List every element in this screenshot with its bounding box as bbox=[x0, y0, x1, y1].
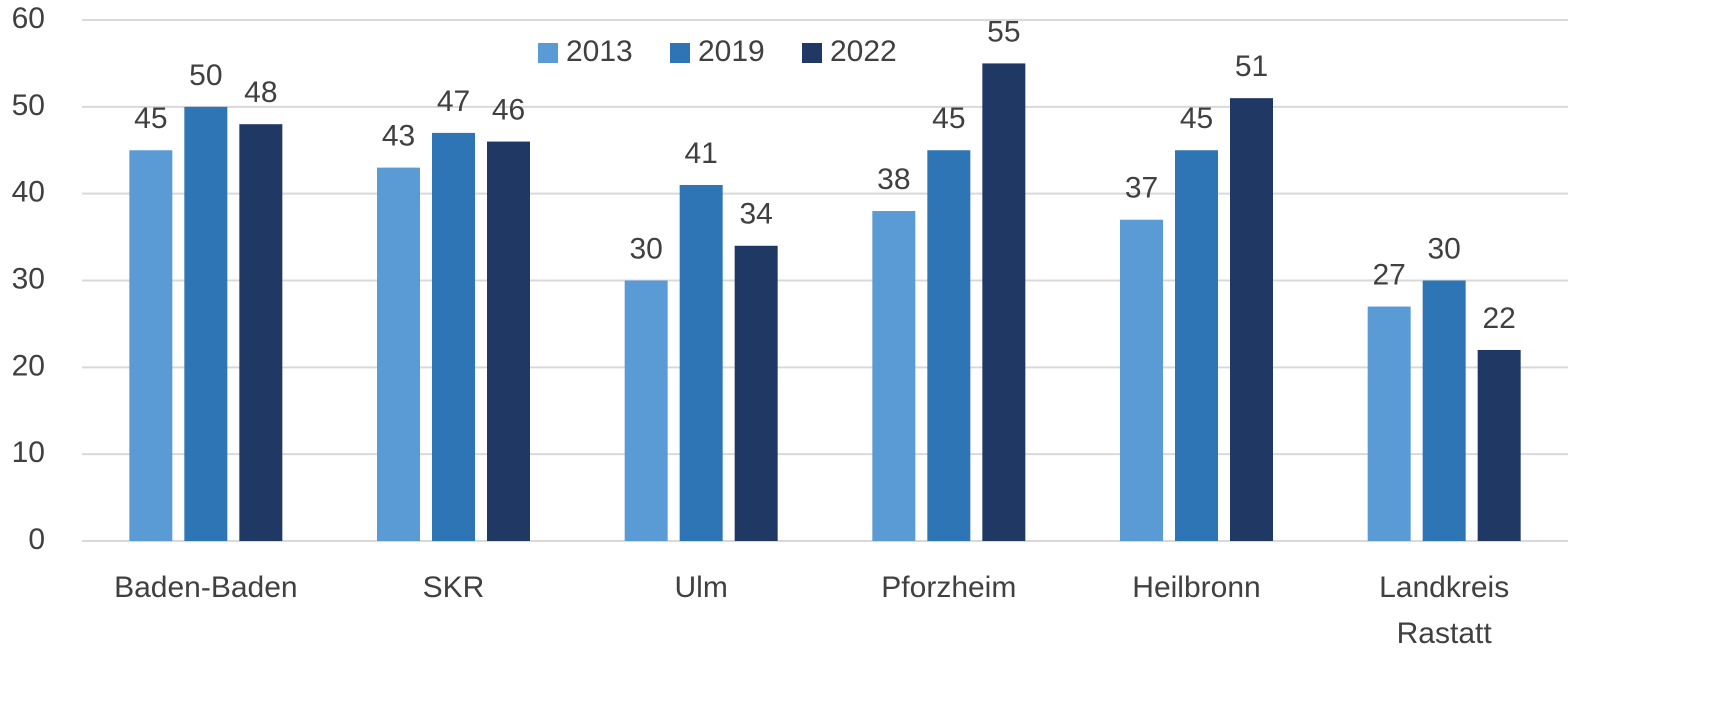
x-tick-label: Heilbronn bbox=[1132, 571, 1260, 604]
value-label: 46 bbox=[492, 93, 525, 126]
bar bbox=[927, 150, 971, 541]
x-tick-label: Pforzheim bbox=[881, 571, 1016, 604]
bar bbox=[129, 150, 173, 541]
value-label: 22 bbox=[1482, 302, 1515, 335]
value-label: 47 bbox=[437, 85, 470, 118]
value-label: 37 bbox=[1125, 172, 1158, 205]
legend-label: 2019 bbox=[698, 35, 765, 68]
y-tick-label: 60 bbox=[12, 2, 45, 35]
value-label: 45 bbox=[1180, 102, 1213, 135]
y-tick-label: 20 bbox=[12, 349, 45, 382]
x-tick-label: SKR bbox=[423, 571, 485, 604]
legend-swatch bbox=[670, 43, 690, 63]
value-label: 30 bbox=[1427, 232, 1460, 265]
bar bbox=[1477, 349, 1521, 541]
bar bbox=[432, 132, 475, 541]
value-label: 38 bbox=[877, 163, 910, 196]
x-tick-label: Baden-Baden bbox=[114, 571, 298, 604]
bar bbox=[1422, 280, 1466, 541]
value-label: 48 bbox=[244, 76, 277, 109]
bar bbox=[239, 124, 283, 541]
y-tick-label: 30 bbox=[12, 262, 45, 295]
bar bbox=[1230, 98, 1273, 542]
value-label: 27 bbox=[1372, 258, 1405, 291]
value-label: 34 bbox=[739, 198, 772, 231]
x-tick-label: Ulm bbox=[675, 571, 728, 604]
bar bbox=[624, 280, 668, 541]
bar bbox=[982, 63, 1026, 542]
x-tick-label: Landkreis Rastatt bbox=[1379, 571, 1509, 650]
value-label: 45 bbox=[134, 102, 167, 135]
bar bbox=[679, 184, 723, 541]
legend-swatch bbox=[802, 43, 822, 63]
bar bbox=[872, 211, 916, 542]
bar bbox=[1175, 150, 1218, 541]
legend-label: 2022 bbox=[830, 35, 897, 68]
value-label: 43 bbox=[382, 120, 415, 153]
value-label: 50 bbox=[189, 59, 222, 92]
bar bbox=[487, 141, 530, 542]
value-label: 51 bbox=[1235, 50, 1268, 83]
bar bbox=[184, 106, 228, 541]
bar bbox=[734, 245, 778, 541]
value-label: 55 bbox=[987, 15, 1020, 48]
legend-swatch bbox=[538, 43, 558, 63]
legend-label: 2013 bbox=[566, 35, 633, 68]
value-label: 45 bbox=[932, 102, 965, 135]
y-tick-label: 50 bbox=[12, 89, 45, 122]
value-label: 41 bbox=[684, 137, 717, 170]
y-tick-label: 0 bbox=[28, 523, 45, 556]
bar bbox=[1367, 306, 1411, 541]
bar bbox=[377, 167, 420, 541]
value-label: 30 bbox=[629, 232, 662, 265]
y-tick-label: 40 bbox=[12, 176, 45, 209]
bar bbox=[1120, 219, 1163, 541]
y-tick-label: 10 bbox=[12, 436, 45, 469]
